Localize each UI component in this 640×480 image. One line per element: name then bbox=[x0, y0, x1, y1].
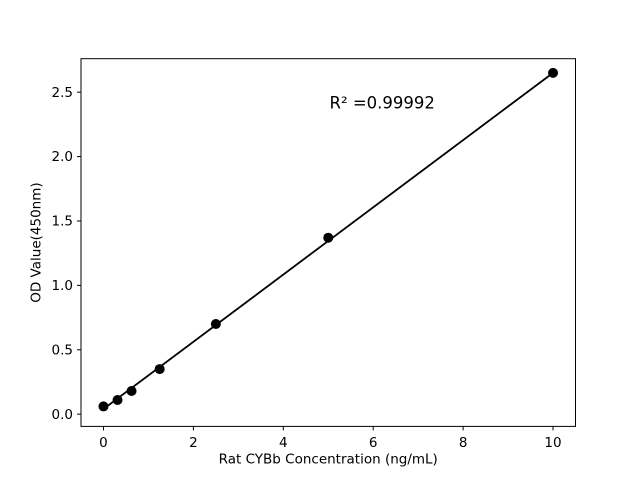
x-tick-label: 0 bbox=[99, 435, 108, 451]
y-tick-label: 2.0 bbox=[52, 149, 73, 165]
data-point bbox=[323, 232, 334, 243]
x-tick-label: 2 bbox=[189, 435, 198, 451]
y-tick-label: 1.0 bbox=[52, 278, 73, 294]
y-tick-label: 0.5 bbox=[52, 342, 73, 358]
y-axis: 0.0 0.5 1.0 1.5 2.0 2.5 bbox=[52, 85, 81, 423]
y-tick-label: 0.0 bbox=[52, 407, 73, 423]
x-tick-label: 6 bbox=[369, 435, 378, 451]
r-squared-annotation: R² =0.99992 bbox=[330, 93, 435, 112]
data-point bbox=[112, 394, 123, 405]
x-tick-label: 10 bbox=[544, 435, 561, 451]
data-points bbox=[98, 67, 559, 412]
data-point bbox=[210, 319, 221, 330]
data-point bbox=[126, 385, 137, 396]
y-tick-label: 1.5 bbox=[52, 214, 73, 230]
data-point bbox=[98, 401, 109, 412]
y-tick-label: 2.5 bbox=[52, 85, 73, 101]
data-point bbox=[548, 67, 559, 78]
x-tick-label: 4 bbox=[279, 435, 288, 451]
data-point bbox=[154, 364, 165, 375]
x-axis: 0 2 4 6 8 10 bbox=[99, 426, 562, 451]
x-axis-label: Rat CYBb Concentration (ng/mL) bbox=[219, 452, 438, 468]
y-axis-label: OD Value(450nm) bbox=[29, 182, 45, 302]
x-tick-label: 8 bbox=[459, 435, 468, 451]
